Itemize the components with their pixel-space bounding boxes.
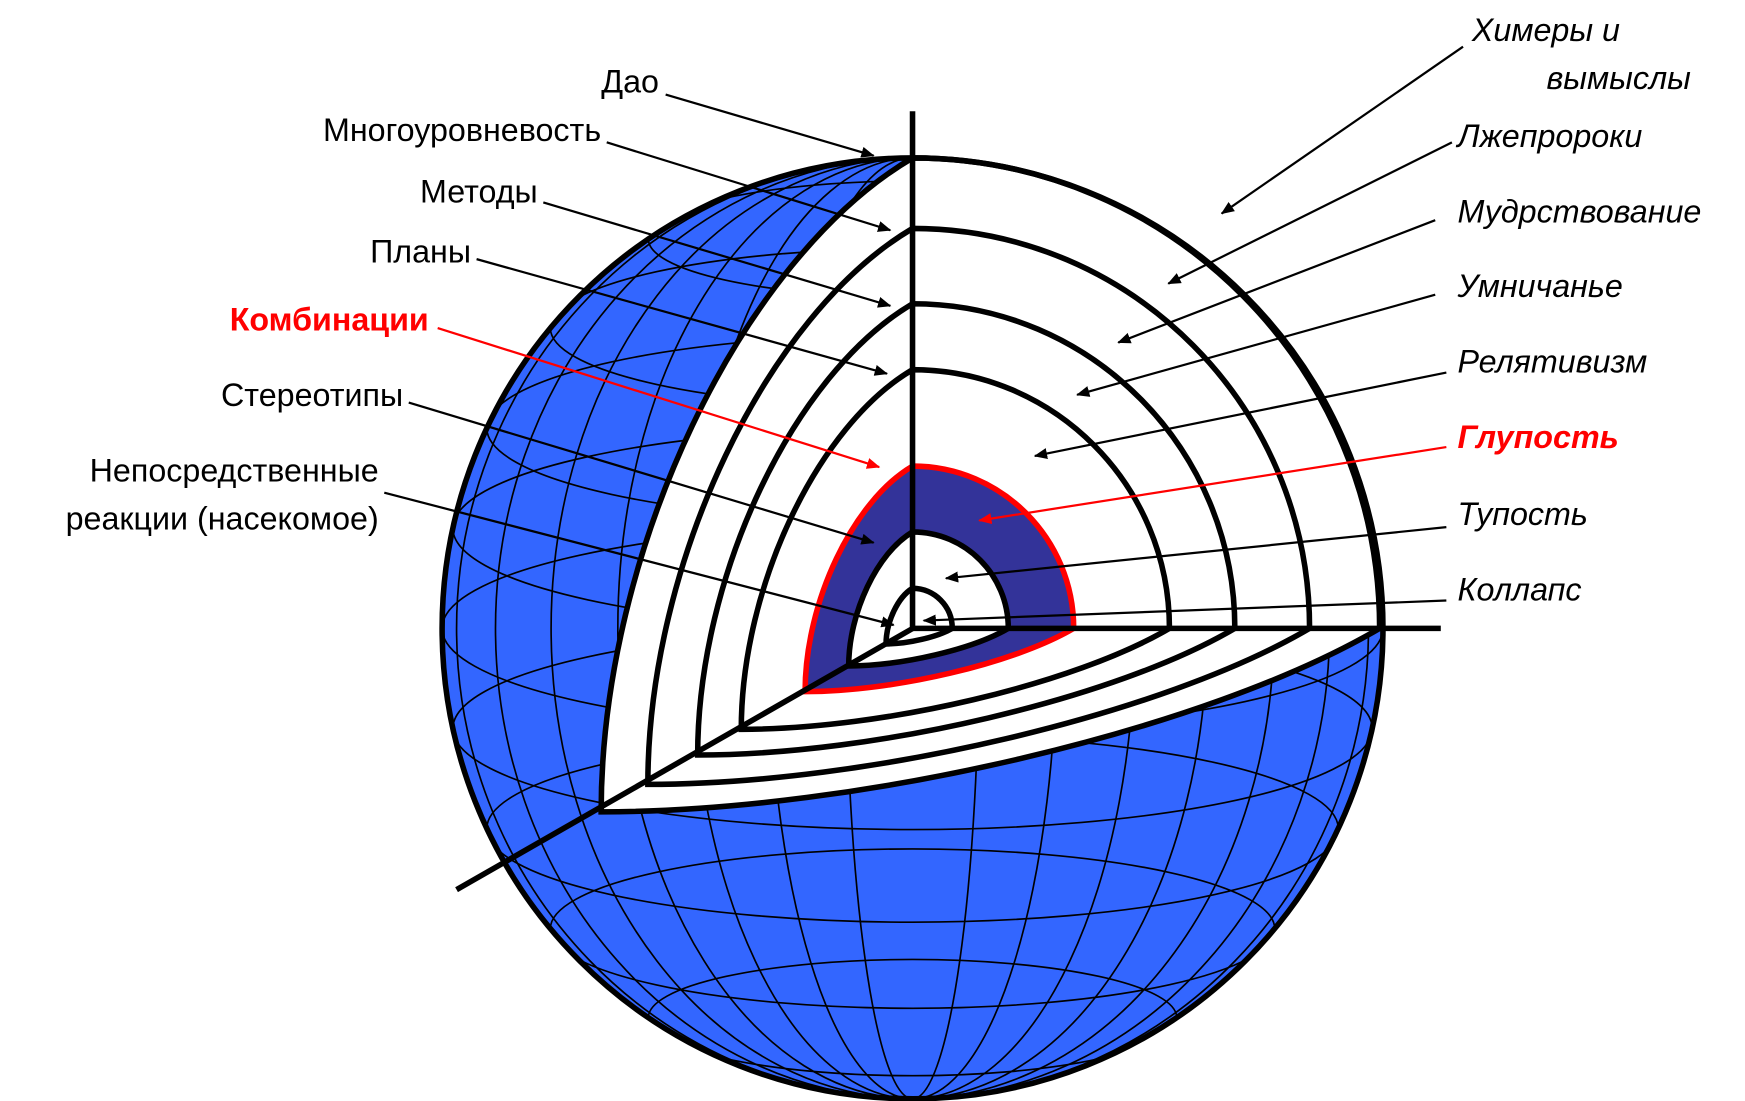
label: Дао: [601, 63, 659, 99]
label: реакции (насекомое): [66, 500, 379, 536]
right-labels: Химеры и вымыслы Лжепророки Мудрствовани…: [922, 12, 1701, 626]
label: Методы: [420, 173, 538, 209]
label: вымыслы: [1546, 60, 1691, 96]
arrow: [383, 491, 895, 628]
label: Глупость: [1457, 419, 1618, 455]
arrow: [1220, 45, 1464, 215]
axes: [455, 111, 1441, 893]
left-labels: Дао Многоуровневость Методы Планы Комбин…: [66, 63, 895, 628]
label: Комбинации: [230, 301, 429, 337]
label: Лжепророки: [1455, 118, 1642, 154]
arrow: [922, 599, 1447, 626]
arrow: [476, 258, 889, 376]
arrow: [1033, 371, 1447, 459]
arrow: [408, 401, 875, 545]
label: Химеры и: [1471, 12, 1620, 48]
label: Мудрствование: [1457, 193, 1701, 229]
shells: [598, 155, 1383, 815]
label: Релятивизм: [1457, 344, 1647, 380]
label: Непосредственные: [90, 453, 379, 489]
arrow: [1076, 293, 1436, 397]
arrow: [606, 141, 892, 232]
arrow: [437, 327, 881, 469]
label: Тупость: [1457, 496, 1587, 532]
label: Коллапс: [1457, 572, 1581, 608]
label: Планы: [370, 233, 471, 269]
arrow: [665, 93, 875, 158]
arrow: [978, 445, 1447, 525]
arrow: [944, 526, 1447, 583]
arrow: [542, 201, 892, 308]
label: Стереотипы: [221, 377, 403, 413]
label: Умничанье: [1456, 268, 1622, 304]
label: Многоуровневость: [323, 112, 601, 148]
arrow: [1117, 219, 1436, 344]
arrow: [1167, 141, 1453, 285]
